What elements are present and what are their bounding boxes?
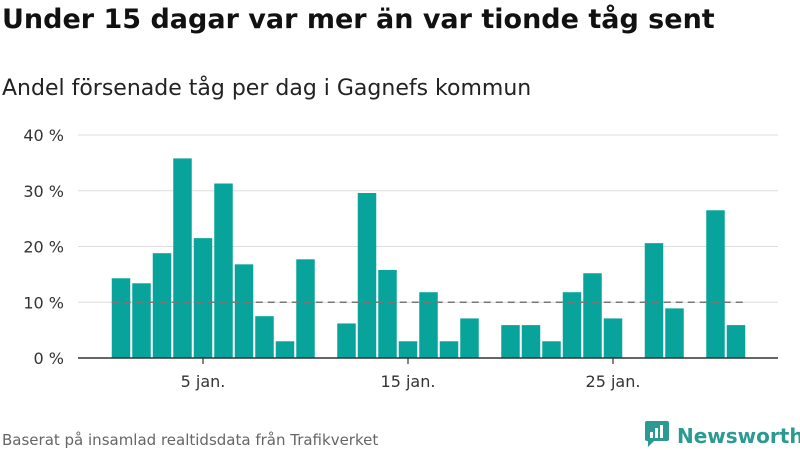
x-tick-label: 5 jan. (181, 372, 226, 391)
bar (357, 192, 377, 358)
bar-chart: 0 % 10 % 20 % 30 % 40 % 5 jan. 15 jan. 25 jan. (23, 126, 778, 391)
bar (275, 341, 295, 358)
bar (132, 283, 151, 358)
x-axis-ticks: 5 jan. 15 jan. 25 jan. (181, 358, 641, 391)
bars (111, 158, 746, 358)
bar (378, 269, 397, 358)
bar (501, 325, 520, 358)
chart-title: Under 15 dagar var mer än var tionde tåg… (2, 4, 715, 35)
y-axis-ticks: 0 % 10 % 20 % 30 % 40 % (23, 126, 64, 368)
bar (255, 316, 274, 358)
brand-name: Newsworthy (677, 424, 800, 448)
bar (337, 323, 356, 358)
y-tick-label: 30 % (23, 182, 64, 201)
y-tick-label: 0 % (34, 349, 64, 368)
bar (644, 243, 664, 358)
newsworthy-logo-icon (644, 420, 670, 450)
bar (193, 238, 213, 358)
bar (521, 325, 541, 358)
bar (460, 318, 479, 358)
bar (398, 341, 418, 358)
y-tick-label: 20 % (23, 238, 64, 257)
bar (296, 259, 315, 358)
bar (439, 341, 459, 358)
bar (603, 318, 623, 358)
bar (173, 158, 192, 358)
y-tick-label: 40 % (23, 126, 64, 145)
bar (706, 210, 725, 358)
y-tick-label: 10 % (23, 293, 64, 312)
x-tick-label: 25 jan. (586, 372, 641, 391)
bar (562, 292, 582, 358)
bar (111, 278, 131, 358)
bar (665, 308, 684, 358)
bar (726, 325, 746, 358)
bar (234, 264, 254, 358)
chart-subtitle: Andel försenade tåg per dag i Gagnefs ko… (2, 76, 532, 101)
bar (583, 273, 602, 358)
bar (152, 253, 172, 358)
bar (419, 292, 438, 358)
bar (214, 183, 233, 358)
brand-logo[interactable]: Newsworthy (644, 420, 800, 450)
x-tick-label: 15 jan. (381, 372, 436, 391)
bar (542, 341, 561, 358)
source-note: Baserat på insamlad realtidsdata från Tr… (2, 431, 379, 449)
